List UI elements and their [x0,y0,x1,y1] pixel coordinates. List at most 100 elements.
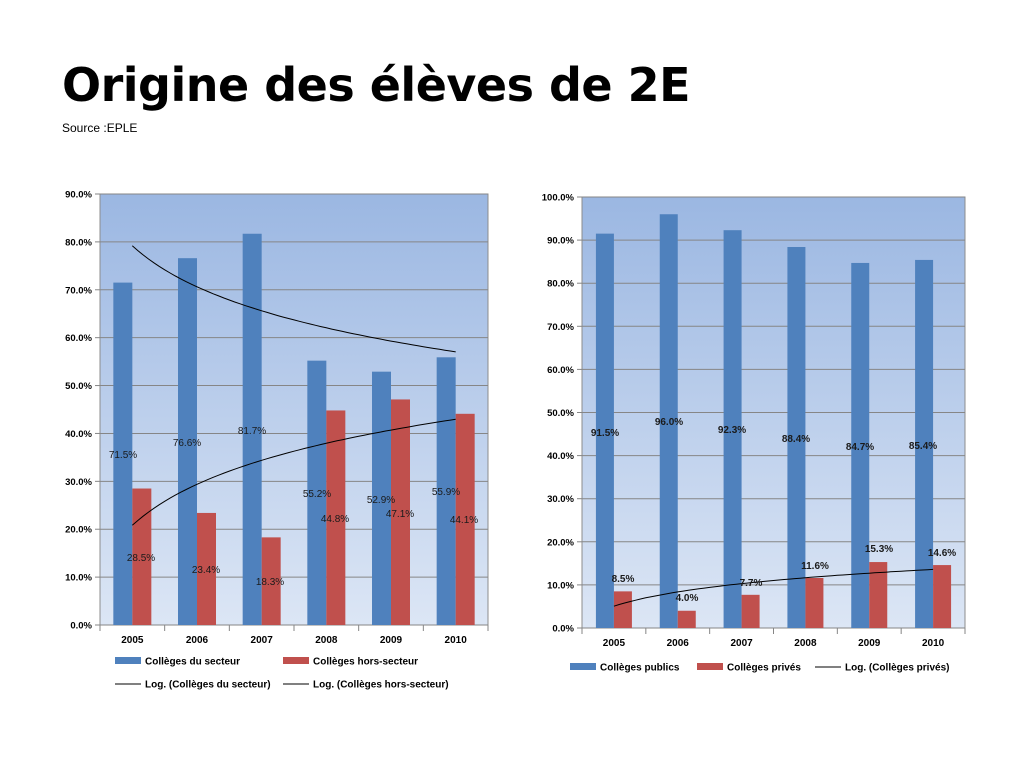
left-data-label-blue-2006: 76.6% [173,438,201,449]
right-x-tick-label: 2010 [922,638,945,649]
left-x-tick-label: 2007 [251,635,274,646]
right-data-label-blue-2005: 91.5% [591,428,619,439]
right-x-tick-label: 2009 [858,638,881,649]
right-x-tick-label: 2006 [667,638,690,649]
right-legend-label: Collèges privés [727,663,801,674]
right-legend-swatch [570,663,596,670]
right-x-tick-label: 2008 [794,638,817,649]
left-legend-label: Collèges hors-secteur [313,657,418,668]
left-legend-label: Log. (Collèges du secteur) [145,680,271,691]
left-y-tick-label: 0.0% [70,621,92,632]
left-trendline-0 [131,245,456,353]
left-data-label-red-2008: 44.8% [321,514,349,525]
right-data-label-blue-2008: 88.4% [782,434,810,445]
left-x-tick-label: 2009 [380,635,403,646]
left-bar-red-2010 [455,413,475,625]
left-bar-blue-2009 [372,371,391,625]
right-y-tick-label: 20.0% [547,537,574,548]
left-data-label-red-2009: 47.1% [386,509,414,520]
left-x-tick-label: 2008 [315,635,338,646]
left-data-label-blue-2007: 81.7% [238,426,266,437]
left-y-tick-label: 60.0% [65,333,92,344]
left-bar-red-2005 [132,488,152,625]
right-trendline-0 [613,568,934,607]
right-y-tick-label: 30.0% [547,494,574,505]
right-data-label-blue-2010: 85.4% [909,441,937,452]
right-bar-red-2007 [741,594,760,628]
left-bar-blue-2010 [436,357,456,625]
left-bar-blue-2006 [178,258,197,625]
right-y-tick-label: 100.0% [542,193,575,204]
left-data-label-blue-2005: 71.5% [109,450,137,461]
left-data-label-red-2010: 44.1% [450,515,478,526]
left-legend-label: Log. (Collèges hors-secteur) [313,680,449,691]
right-bar-blue-2009 [851,262,870,628]
left-bar-blue-2007 [242,233,262,625]
right-data-label-red-2008: 11.6% [801,561,829,572]
right-bar-red-2005 [613,591,632,628]
left-data-label-blue-2008: 55.2% [303,489,331,500]
left-y-tick-label: 80.0% [65,237,92,248]
left-data-label-blue-2009: 52.9% [367,495,395,506]
right-data-label-blue-2009: 84.7% [846,442,874,453]
right-data-label-blue-2006: 96.0% [655,417,683,428]
right-y-tick-label: 90.0% [547,236,574,247]
right-data-label-red-2009: 15.3% [865,544,893,555]
right-data-label-red-2010: 14.6% [928,548,956,559]
right-bar-blue-2005 [595,233,614,628]
right-y-tick-label: 0.0% [552,624,574,635]
right-bar-blue-2006 [659,214,678,629]
right-data-label-red-2006: 4.0% [676,593,699,604]
right-y-tick-label: 70.0% [547,322,574,333]
left-y-tick-label: 50.0% [65,381,92,392]
left-y-tick-label: 20.0% [65,525,92,536]
right-legend-label: Log. (Collèges privés) [845,663,949,674]
right-bar-red-2010 [933,565,952,628]
right-bar-red-2009 [869,562,888,628]
left-y-tick-label: 30.0% [65,477,92,488]
left-legend-swatch [283,657,309,664]
left-legend-swatch [115,657,141,664]
left-bar-red-2007 [261,537,281,625]
right-legend-swatch [697,663,723,670]
left-data-label-red-2007: 18.3% [256,577,284,588]
left-y-tick-label: 90.0% [65,190,92,201]
left-y-tick-label: 10.0% [65,573,92,584]
left-data-label-red-2005: 28.5% [127,553,155,564]
left-x-tick-label: 2005 [121,635,144,646]
left-legend-label: Collèges du secteur [145,657,240,668]
right-data-label-red-2005: 8.5% [612,574,635,585]
slide-title: Origine des élèves de 2E [62,58,691,112]
right-x-tick-label: 2007 [730,638,753,649]
right-bar-blue-2008 [787,246,806,628]
left-y-tick-label: 70.0% [65,285,92,296]
right-x-tick-label: 2005 [603,638,626,649]
right-bar-blue-2007 [723,230,742,628]
right-y-tick-label: 50.0% [547,408,574,419]
left-bar-red-2008 [326,410,346,625]
right-y-tick-label: 80.0% [547,279,574,290]
right-bar-red-2008 [805,578,824,628]
left-bar-red-2006 [197,512,216,625]
right-y-tick-label: 40.0% [547,451,574,462]
left-x-tick-label: 2010 [445,635,468,646]
right-legend-label: Collèges publics [600,663,680,674]
right-bar-red-2006 [677,610,696,628]
right-data-label-red-2007: 7.7% [740,578,763,589]
left-y-tick-label: 40.0% [65,429,92,440]
right-y-tick-label: 60.0% [547,365,574,376]
slide-source: Source :EPLE [62,121,138,135]
left-bar-blue-2008 [307,360,327,625]
left-bar-blue-2005 [113,282,133,625]
right-data-label-blue-2007: 92.3% [718,425,746,436]
left-bar-red-2009 [391,399,410,625]
left-trendline-1 [131,418,456,526]
right-bar-blue-2010 [915,259,934,628]
left-x-tick-label: 2006 [186,635,209,646]
left-data-label-red-2006: 23.4% [192,565,220,576]
left-data-label-blue-2010: 55.9% [432,487,460,498]
left-plot-area [99,193,489,626]
right-y-tick-label: 10.0% [547,580,574,591]
